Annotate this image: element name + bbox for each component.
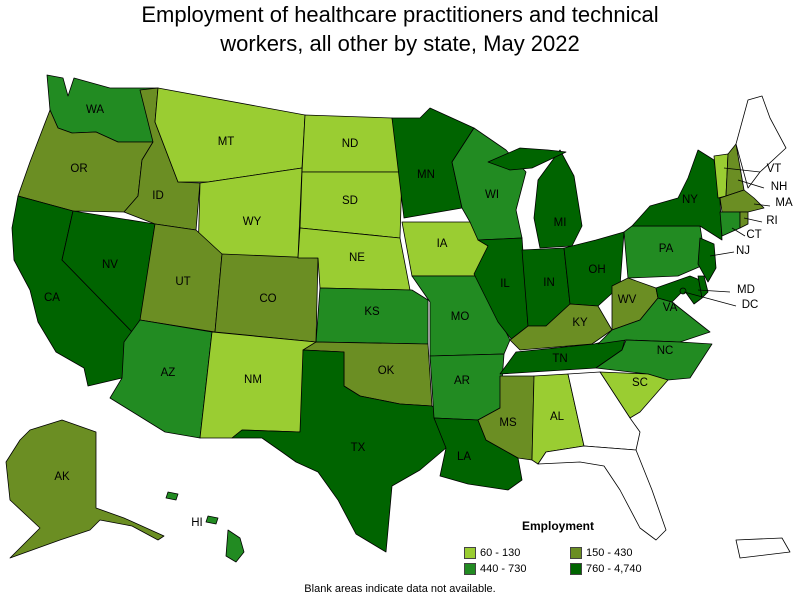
state-label-MD: MD <box>737 284 755 296</box>
state-label-MN: MN <box>417 169 435 181</box>
state-label-VA: VA <box>663 302 678 314</box>
legend-swatch-4 <box>570 563 582 576</box>
state-label-UT: UT <box>175 276 190 288</box>
state-KS[interactable] <box>315 287 429 345</box>
legend-swatch-1 <box>464 547 476 560</box>
state-label-MA: MA <box>775 197 793 209</box>
state-label-IN: IN <box>543 277 555 289</box>
legend-label-1: 60 - 130 <box>480 547 521 559</box>
state-ME[interactable] <box>735 95 787 189</box>
state-MI-upper[interactable] <box>487 147 567 171</box>
state-label-NJ: NJ <box>736 245 750 257</box>
state-AK[interactable] <box>5 419 165 559</box>
state-label-NH: NH <box>771 181 788 193</box>
state-label-TN: TN <box>552 353 567 365</box>
state-label-OH: OH <box>588 264 605 276</box>
legend-item-1: 60 - 130 <box>464 546 520 560</box>
state-FL[interactable] <box>537 445 667 541</box>
state-WY[interactable] <box>197 167 303 259</box>
state-DE[interactable] <box>697 275 709 299</box>
state-label-LA: LA <box>457 451 471 463</box>
state-label-SC: SC <box>632 377 648 389</box>
state-label-PA: PA <box>659 243 674 255</box>
state-label-RI: RI <box>766 215 778 227</box>
label-leaders <box>683 167 771 307</box>
state-label-AR: AR <box>454 375 470 387</box>
state-MT[interactable] <box>154 87 306 183</box>
map-title-line1: Employment of healthcare practitioners a… <box>141 2 659 27</box>
state-label-AK: AK <box>54 471 70 483</box>
state-label-NC: NC <box>657 345 674 357</box>
state-label-MT: MT <box>218 136 235 148</box>
state-NY[interactable] <box>631 149 723 241</box>
state-label-AL: AL <box>550 411 565 423</box>
state-label-NV: NV <box>102 259 118 271</box>
state-label-MO: MO <box>451 311 470 323</box>
state-CT[interactable] <box>719 211 741 237</box>
state-label-OK: OK <box>378 365 395 377</box>
legend-label-3: 440 - 730 <box>480 563 527 575</box>
state-label-DC: DC <box>742 299 759 311</box>
state-MD[interactable] <box>655 275 703 305</box>
state-label-KY: KY <box>572 317 588 329</box>
state-label-MS: MS <box>499 417 517 429</box>
state-label-CO: CO <box>259 293 276 305</box>
legend-item-3: 440 - 730 <box>464 562 526 576</box>
state-HI-group[interactable] <box>165 491 245 563</box>
state-label-IA: IA <box>437 238 448 250</box>
state-label-WA: WA <box>86 104 104 116</box>
state-label-VT: VT <box>767 163 782 175</box>
state-label-WI: WI <box>485 189 499 201</box>
legend-item-4: 760 - 4,740 <box>570 562 642 576</box>
state-label-NM: NM <box>244 374 262 386</box>
state-KY[interactable] <box>509 303 613 351</box>
state-label-CT: CT <box>746 229 761 241</box>
state-label-WY: WY <box>243 216 262 228</box>
legend-label-4: 760 - 4,740 <box>586 563 642 575</box>
state-label-CA: CA <box>44 292 60 304</box>
legend-label-2: 150 - 430 <box>586 547 633 559</box>
state-NJ[interactable] <box>697 237 717 283</box>
state-label-SD: SD <box>342 195 358 207</box>
state-RI[interactable] <box>739 211 749 229</box>
state-DC[interactable] <box>679 287 687 295</box>
state-label-IL: IL <box>500 278 510 290</box>
state-label-OR: OR <box>70 163 87 175</box>
state-label-KS: KS <box>364 306 380 318</box>
state-label-NY: NY <box>682 194 698 206</box>
map-title-line2: workers, all other by state, May 2022 <box>220 31 580 56</box>
legend-swatch-2 <box>570 547 582 560</box>
state-TX[interactable] <box>231 349 447 553</box>
state-label-TX: TX <box>351 442 366 454</box>
state-label-WV: WV <box>618 294 637 306</box>
state-MI[interactable] <box>533 149 583 249</box>
state-label-HI: HI <box>191 517 203 529</box>
state-PR[interactable] <box>735 537 791 559</box>
state-label-ND: ND <box>342 138 359 150</box>
state-label-NE: NE <box>349 252 365 264</box>
state-AR[interactable] <box>429 353 505 421</box>
state-label-ID: ID <box>152 190 164 202</box>
footnote: Blank areas indicate data not available. <box>304 583 496 595</box>
state-label-AZ: AZ <box>161 367 176 379</box>
legend-swatch-3 <box>464 563 476 576</box>
state-label-MI: MI <box>554 217 567 229</box>
legend-item-2: 150 - 430 <box>570 546 632 560</box>
legend-title: Employment <box>522 519 595 533</box>
